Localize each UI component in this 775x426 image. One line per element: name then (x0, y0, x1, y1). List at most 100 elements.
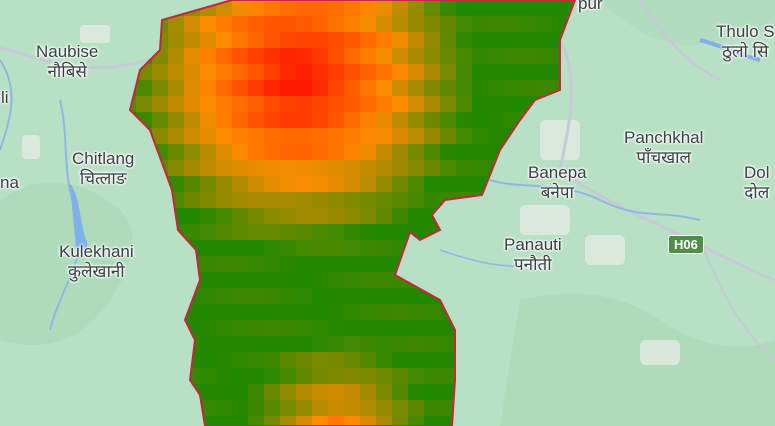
heat-cell (328, 96, 344, 112)
heat-cell (248, 368, 264, 384)
heat-cell (264, 32, 280, 48)
heat-cell (376, 272, 392, 288)
heat-cell (392, 224, 408, 240)
heat-cell (280, 240, 296, 256)
heat-cell (456, 48, 472, 64)
heat-cell (440, 128, 456, 144)
place-label-panauti: Panauti पनौती (504, 235, 562, 275)
heat-cell (344, 416, 360, 426)
heat-cell (376, 0, 392, 16)
heat-cell (360, 80, 376, 96)
heat-cell (360, 304, 376, 320)
place-name: Kulekhani (59, 242, 134, 261)
heat-cell (472, 0, 488, 16)
highway-badge-h06: H06 (668, 235, 704, 254)
heat-cell (504, 112, 520, 128)
heat-cell (456, 144, 472, 160)
heat-cell (360, 240, 376, 256)
heat-cell (456, 176, 472, 192)
heat-cell (408, 320, 424, 336)
heat-cell (440, 336, 456, 352)
heat-cell (360, 400, 376, 416)
heat-cell (376, 32, 392, 48)
heat-cell (360, 368, 376, 384)
heat-cell (248, 400, 264, 416)
heat-cell (408, 48, 424, 64)
heat-cell (216, 336, 232, 352)
heat-cell (456, 96, 472, 112)
heat-cell (360, 352, 376, 368)
heat-cell (472, 64, 488, 80)
heat-cell (296, 32, 312, 48)
heat-cell (184, 176, 200, 192)
heat-cell (296, 272, 312, 288)
heat-cell (392, 208, 408, 224)
heat-cell (424, 128, 440, 144)
place-local-name: पाँचखाल (636, 148, 692, 167)
heat-cell (328, 400, 344, 416)
heat-cell (296, 368, 312, 384)
heat-cell (248, 256, 264, 272)
heat-cell (520, 48, 536, 64)
heat-cell (216, 112, 232, 128)
heat-cell (232, 304, 248, 320)
river-north-east (699, 38, 761, 62)
heat-cell (264, 352, 280, 368)
heat-cell (264, 80, 280, 96)
heat-cell (200, 224, 216, 240)
heat-cell (424, 96, 440, 112)
heat-cell (392, 96, 408, 112)
heat-cell (360, 96, 376, 112)
heat-cell (216, 256, 232, 272)
heat-cell (376, 128, 392, 144)
heat-cell (376, 96, 392, 112)
heat-cell (264, 304, 280, 320)
heat-cell (344, 160, 360, 176)
heat-cell (264, 240, 280, 256)
heat-cell (536, 64, 552, 80)
heat-cell (168, 16, 184, 32)
heat-cell (200, 16, 216, 32)
heat-cell (184, 32, 200, 48)
heat-cell (520, 16, 536, 32)
heat-cell (376, 304, 392, 320)
heat-cell (216, 192, 232, 208)
heat-cell (296, 48, 312, 64)
heat-cell (408, 416, 424, 426)
heat-cell (248, 160, 264, 176)
heat-cell (424, 112, 440, 128)
heat-cell (408, 176, 424, 192)
heat-cell (200, 240, 216, 256)
heat-cell (376, 256, 392, 272)
place-label-banepa: Banepa बनेपा (528, 163, 587, 203)
heat-cell (296, 64, 312, 80)
heat-cell (424, 352, 440, 368)
heat-cell (232, 64, 248, 80)
heat-cell (312, 336, 328, 352)
heat-cell (216, 48, 232, 64)
heat-cell (264, 416, 280, 426)
heat-cell (504, 64, 520, 80)
heat-cell (488, 96, 504, 112)
heat-cell (248, 304, 264, 320)
heat-cell (248, 176, 264, 192)
heat-cell (296, 320, 312, 336)
heat-cell (440, 416, 456, 426)
heat-cell (328, 256, 344, 272)
place-name: pur (578, 0, 603, 13)
heat-cell (360, 288, 376, 304)
settlement-area (80, 25, 110, 43)
heat-cell (392, 384, 408, 400)
heat-cell (248, 128, 264, 144)
heat-cell (344, 16, 360, 32)
heat-cell (344, 400, 360, 416)
heat-cell (184, 144, 200, 160)
heat-cell (280, 16, 296, 32)
heat-cell (248, 320, 264, 336)
heat-cell (264, 48, 280, 64)
heat-cell (216, 352, 232, 368)
heat-cell (264, 272, 280, 288)
heat-cell (232, 400, 248, 416)
road-east (699, 239, 775, 361)
